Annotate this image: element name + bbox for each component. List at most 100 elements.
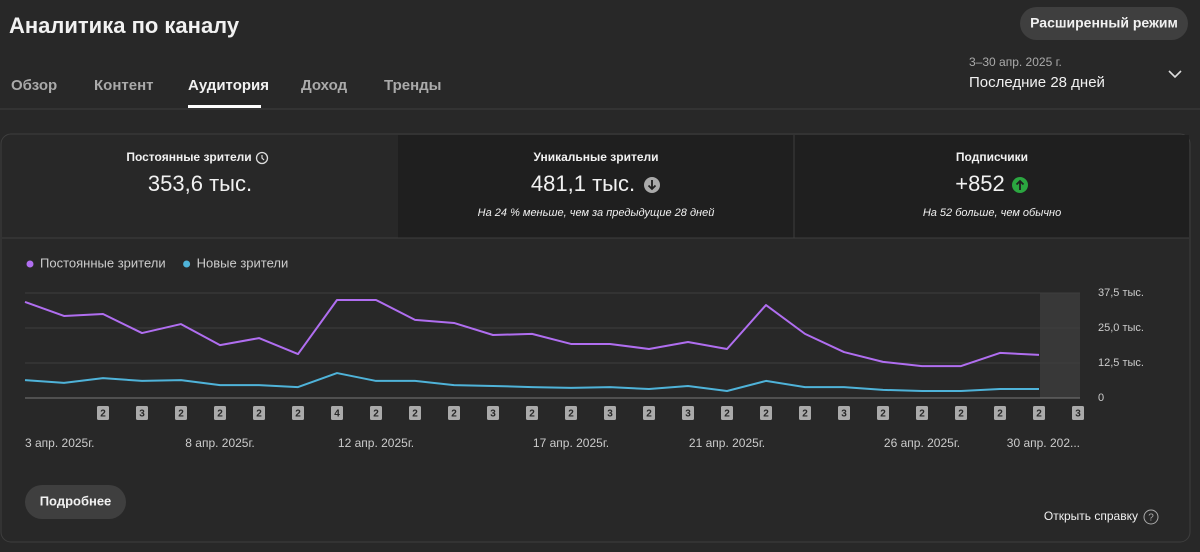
video-badge: [331, 406, 343, 420]
stat-value: 353,6 тыс.: [148, 171, 252, 196]
video-badge-label: 2: [178, 409, 184, 420]
y-tick-label: 12,5 тыс.: [1098, 357, 1144, 369]
video-badge-label: 2: [451, 409, 457, 420]
video-badge: [214, 406, 226, 420]
video-badge: [643, 406, 655, 420]
x-tick-label: 17 апр. 2025г.: [533, 436, 609, 450]
tab[interactable]: Контент: [94, 77, 153, 94]
stat-label: Постоянные зрители: [126, 150, 251, 164]
stat-note: На 24 % меньше, чем за предыдущие 28 дне…: [478, 207, 715, 219]
video-badge-label: 2: [373, 409, 379, 420]
x-tick-label: 12 апр. 2025г.: [338, 436, 414, 450]
video-badge: [448, 406, 460, 420]
video-badge-label: 2: [919, 409, 925, 420]
video-badge-label: 3: [490, 409, 496, 420]
help-link[interactable]: Открыть справку: [1044, 509, 1138, 523]
tab[interactable]: Тренды: [384, 77, 442, 94]
video-badge: [721, 406, 733, 420]
x-tick-label: 3 апр. 2025г.: [25, 436, 94, 450]
video-badge-label: 2: [997, 409, 1003, 420]
stat-value: 481,1 тыс.: [531, 171, 635, 196]
video-badge: [370, 406, 382, 420]
y-tick-label: 0: [1098, 392, 1104, 404]
advanced-mode-button[interactable]: [1020, 7, 1188, 40]
series-line: [24, 299, 1040, 368]
tab-active[interactable]: Аудитория: [188, 77, 269, 94]
tab-underline: [188, 105, 261, 108]
video-badge: [994, 406, 1006, 420]
tab[interactable]: Обзор: [11, 77, 57, 94]
video-badge-label: 2: [802, 409, 808, 420]
x-tick-label: 26 апр. 2025г.: [884, 436, 960, 450]
video-badge-label: 3: [607, 409, 613, 420]
video-badge-label: 4: [334, 409, 340, 420]
video-badge: [565, 406, 577, 420]
x-tick-label: 30 апр. 202...: [1007, 436, 1080, 450]
video-badge: [487, 406, 499, 420]
more-button[interactable]: [25, 485, 126, 519]
video-badge: [760, 406, 772, 420]
video-badge: [409, 406, 421, 420]
video-badge: [799, 406, 811, 420]
video-badge-label: 2: [295, 409, 301, 420]
video-badge-label: 2: [958, 409, 964, 420]
tab[interactable]: Доход: [301, 77, 348, 94]
video-badge-label: 3: [841, 409, 847, 420]
video-badge-label: 2: [412, 409, 418, 420]
video-badge: [604, 406, 616, 420]
video-badge: [916, 406, 928, 420]
video-badge-label: 2: [568, 409, 574, 420]
video-badge-label: 2: [100, 409, 106, 420]
video-badge-label: 2: [529, 409, 535, 420]
video-badge: [97, 406, 109, 420]
x-tick-label: 8 апр. 2025г.: [185, 436, 254, 450]
more-button-label: Подробнее: [40, 493, 112, 508]
video-badge: [838, 406, 850, 420]
up-icon: [1015, 179, 1025, 190]
date-period: 3–30 апр. 2025 г.: [969, 55, 1062, 69]
y-tick-label: 37,5 тыс.: [1098, 287, 1144, 299]
video-badge-label: 3: [1075, 409, 1081, 420]
video-badge: [175, 406, 187, 420]
x-tick-label: 21 апр. 2025г.: [689, 436, 765, 450]
advanced-mode-label: Расширенный режим: [1030, 15, 1178, 31]
help-icon[interactable]: [1143, 509, 1159, 525]
legend-dot: [183, 260, 191, 268]
video-badge: [526, 406, 538, 420]
stat-label: Подписчики: [956, 150, 1028, 164]
video-badge: [1033, 406, 1045, 420]
video-badge-label: 2: [646, 409, 652, 420]
video-badge-label: 3: [139, 409, 145, 420]
video-badge: [877, 406, 889, 420]
video-badge-label: 2: [1036, 409, 1042, 420]
incomplete-shade: [1040, 293, 1080, 398]
series-line: [24, 372, 1039, 392]
dropdown-chevron[interactable]: [1168, 70, 1182, 79]
video-badge-label: 2: [217, 409, 223, 420]
video-badge-label: 2: [763, 409, 769, 420]
video-badge-label: 2: [724, 409, 730, 420]
video-badge: [682, 406, 694, 420]
stat-note: На 52 больше, чем обычно: [923, 207, 1061, 219]
video-badge: [292, 406, 304, 420]
video-badge-label: 3: [685, 409, 691, 420]
video-badge: [253, 406, 265, 420]
page-title: Аналитика по каналу: [9, 13, 240, 38]
stat-value: +852: [955, 171, 1005, 196]
legend-dot: [26, 260, 34, 268]
clock-icon: [255, 151, 269, 165]
date-label[interactable]: Последние 28 дней: [969, 74, 1105, 91]
stat-label: Уникальные зрители: [533, 150, 658, 164]
video-badge: [1072, 406, 1084, 420]
video-badge-label: 2: [880, 409, 886, 420]
down-icon: [647, 180, 657, 191]
legend-label: Постоянные зрители: [40, 255, 166, 270]
video-badge: [955, 406, 967, 420]
y-tick-label: 25,0 тыс.: [1098, 322, 1144, 334]
video-badge: [136, 406, 148, 420]
legend-label: Новые зрители: [197, 255, 289, 270]
video-badge-label: 2: [256, 409, 262, 420]
chart: 0 12,5 тыс. 25,0 тыс. 37,5 тыс. Постоянные з…: [24, 255, 1144, 450]
help-icon: ?: [1148, 513, 1154, 524]
